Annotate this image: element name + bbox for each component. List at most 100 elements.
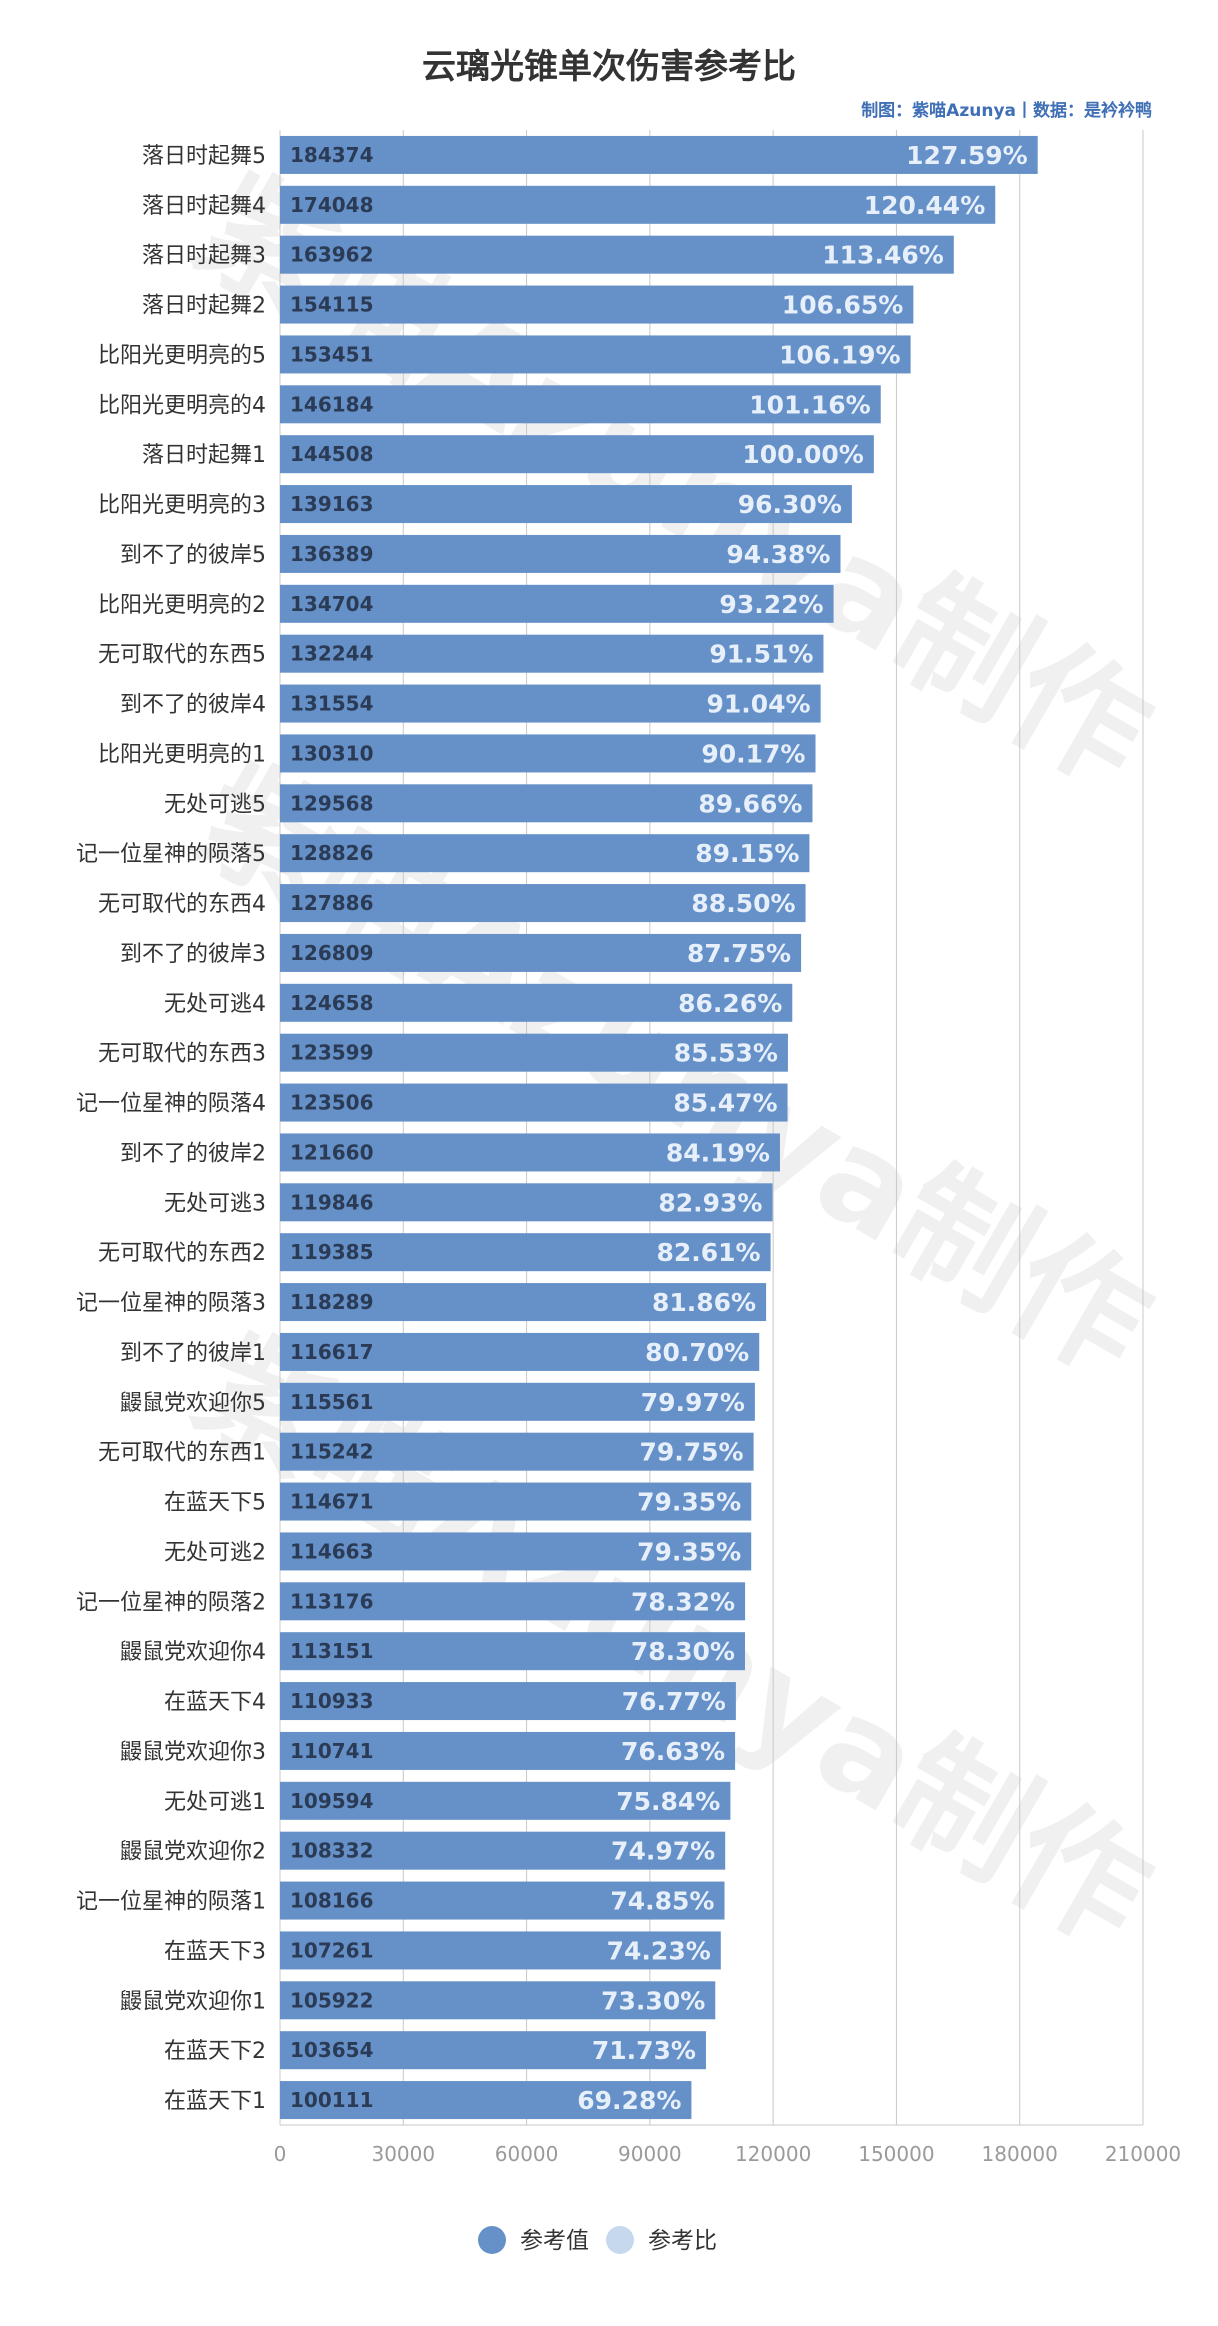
- bar: [280, 185, 996, 224]
- chart-title: 云璃光锥单次伤害参考比: [422, 47, 796, 87]
- bar-value-label: 118289: [290, 1290, 374, 1314]
- bar-value-label: 136389: [290, 542, 374, 566]
- bar: [280, 1881, 725, 1920]
- category-label: 鼹鼠党欢迎你4: [120, 1640, 266, 1665]
- bars: 184374 127.59% 174048 120.44% 163962 113.46% 1…: [280, 135, 1038, 2120]
- bar: [280, 534, 841, 573]
- category-labels: 落日时起舞5 落日时起舞4 落日时起舞3 落日时起舞2 比阳光更明亮的5 比阳光更明亮的4…: [76, 144, 266, 2114]
- bar: [280, 1482, 752, 1521]
- x-tick-label: 180000: [982, 2142, 1058, 2166]
- category-label: 记一位星神的陨落2: [76, 1590, 266, 1615]
- bar-value-label: 130310: [290, 741, 374, 765]
- bar-percent-label: 91.51%: [709, 640, 813, 669]
- bar-value-label: 100111: [290, 2088, 374, 2112]
- bar-value-label: 115242: [290, 1440, 374, 1464]
- category-label: 落日时起舞1: [142, 443, 266, 468]
- bar-percent-label: 80.70%: [645, 1338, 749, 1367]
- bar: [280, 2081, 692, 2120]
- bar: [280, 235, 954, 274]
- bar: [280, 1582, 746, 1621]
- bar: [280, 1632, 745, 1671]
- bar-percent-label: 71.73%: [592, 2036, 696, 2065]
- bar-value-label: 113151: [290, 1639, 374, 1663]
- category-label: 落日时起舞2: [142, 294, 266, 319]
- bar: [280, 1133, 780, 1172]
- bar-percent-label: 79.35%: [637, 1488, 741, 1517]
- category-label: 鼹鼠党欢迎你5: [120, 1391, 266, 1416]
- bar-percent-label: 69.28%: [577, 2086, 681, 2115]
- legend-marker[interactable]: [606, 2226, 634, 2254]
- bar-value-label: 109594: [290, 1789, 374, 1813]
- bar-percent-label: 73.30%: [601, 1986, 705, 2015]
- bar-percent-label: 96.30%: [738, 490, 842, 519]
- bar-percent-label: 87.75%: [687, 939, 791, 968]
- legend-label[interactable]: 参考比: [648, 2228, 717, 2254]
- bar-percent-label: 86.26%: [678, 989, 782, 1018]
- bar-value-label: 139163: [290, 492, 374, 516]
- category-label: 比阳光更明亮的4: [98, 393, 266, 418]
- legend-label[interactable]: 参考值: [520, 2228, 589, 2254]
- bar: [280, 1831, 726, 1870]
- chart-credit: 制图：紫喵Azunya丨数据：是衿衿鸭: [861, 100, 1152, 121]
- bar-value-label: 174048: [290, 193, 374, 217]
- bar-value-label: 144508: [290, 442, 374, 466]
- bar: [280, 784, 813, 823]
- bar-value-label: 107261: [290, 1938, 374, 1962]
- bar-value-label: 127886: [290, 891, 374, 915]
- category-label: 落日时起舞5: [142, 144, 266, 169]
- x-tick-label: 210000: [1105, 2142, 1181, 2166]
- bar: [280, 385, 881, 424]
- x-axis-ticks: 0 30000 60000 90000 120000 150000 180000 210000: [274, 2142, 1182, 2166]
- category-label: 无处可逃3: [164, 1191, 266, 1216]
- bar-percent-label: 74.85%: [610, 1887, 714, 1916]
- category-label: 记一位星神的陨落3: [76, 1291, 266, 1316]
- bar-value-label: 114663: [290, 1539, 374, 1563]
- bar-value-label: 163962: [290, 243, 374, 267]
- x-tick-label: 0: [274, 2142, 287, 2166]
- bar: [280, 1931, 721, 1970]
- legend-marker[interactable]: [478, 2226, 506, 2254]
- category-label: 无可取代的东西2: [98, 1241, 266, 1266]
- category-label: 鼹鼠党欢迎你3: [120, 1740, 266, 1765]
- x-tick-label: 60000: [495, 2142, 559, 2166]
- bar-percent-label: 79.35%: [637, 1537, 741, 1566]
- bar-value-label: 103654: [290, 2038, 374, 2062]
- bar: [280, 584, 834, 623]
- bar: [280, 335, 911, 374]
- bar: [280, 1332, 760, 1371]
- category-label: 无可取代的东西4: [98, 892, 266, 917]
- bar-value-label: 108332: [290, 1839, 374, 1863]
- bar-percent-label: 106.19%: [779, 340, 901, 369]
- bar-value-label: 116617: [290, 1340, 374, 1364]
- bar-value-label: 123506: [290, 1091, 374, 1115]
- legend: 参考值 参考比: [478, 2226, 717, 2254]
- bar: [280, 834, 810, 873]
- bar-percent-label: 78.30%: [631, 1637, 735, 1666]
- category-label: 在蓝天下3: [164, 1939, 266, 1964]
- bar-percent-label: 89.66%: [698, 789, 802, 818]
- bar-percent-label: 84.19%: [666, 1138, 770, 1167]
- category-label: 比阳光更明亮的3: [98, 493, 266, 518]
- bar-percent-label: 91.04%: [706, 690, 810, 719]
- bar-value-label: 184374: [290, 143, 374, 167]
- bar-percent-label: 74.97%: [611, 1837, 715, 1866]
- x-tick-label: 150000: [858, 2142, 934, 2166]
- category-label: 在蓝天下1: [164, 2089, 266, 2114]
- bar: [280, 1382, 755, 1421]
- bar: [280, 435, 874, 474]
- category-label: 无处可逃2: [164, 1540, 266, 1565]
- bar-percent-label: 81.86%: [652, 1288, 756, 1317]
- bar: [280, 684, 821, 723]
- bar-value-label: 108166: [290, 1889, 374, 1913]
- category-label: 在蓝天下2: [164, 2039, 266, 2064]
- x-tick-label: 90000: [618, 2142, 682, 2166]
- bar: [280, 884, 806, 923]
- category-label: 到不了的彼岸4: [120, 693, 266, 718]
- bar-value-label: 119385: [290, 1240, 374, 1264]
- bar: [280, 1033, 788, 1072]
- category-label: 无可取代的东西1: [98, 1441, 266, 1466]
- bar-value-label: 154115: [290, 293, 374, 317]
- bar: [280, 734, 816, 773]
- category-label: 比阳光更明亮的1: [98, 742, 266, 767]
- category-label: 在蓝天下4: [164, 1690, 266, 1715]
